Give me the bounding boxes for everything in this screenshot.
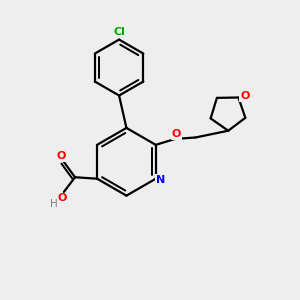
Text: O: O [240, 91, 250, 101]
Text: Cl: Cl [113, 27, 125, 37]
Text: O: O [58, 194, 67, 203]
Text: O: O [57, 151, 66, 161]
Text: N: N [156, 175, 165, 185]
Text: H: H [50, 199, 57, 209]
Text: O: O [172, 129, 181, 139]
